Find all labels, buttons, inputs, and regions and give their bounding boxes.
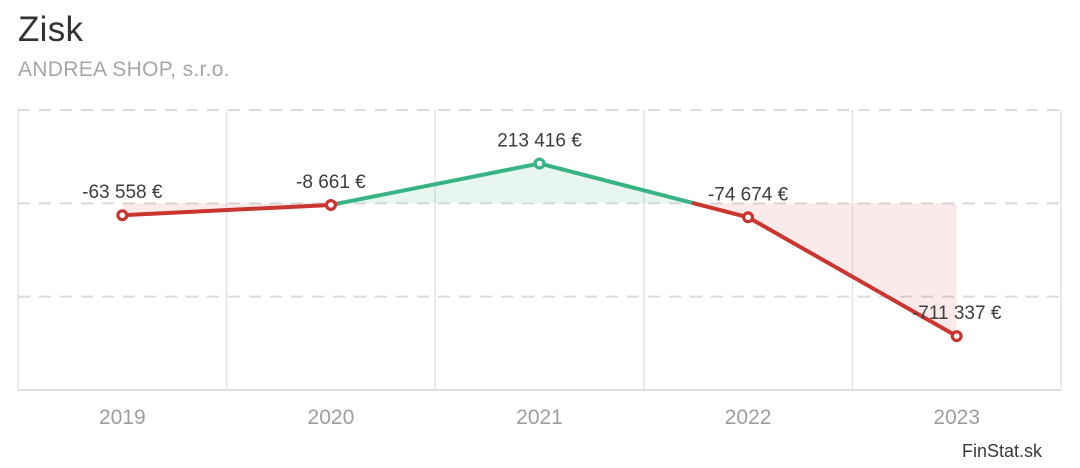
data-label-2023: -711 337 € <box>912 303 1002 324</box>
data-label-2022: -74 674 € <box>708 184 789 205</box>
negative-area-fill <box>694 203 957 337</box>
data-label-2021: 213 416 € <box>497 130 582 151</box>
data-point-marker-2022[interactable] <box>742 211 755 224</box>
positive-area-fill <box>339 163 695 204</box>
x-axis-label-2020: 2020 <box>308 406 355 429</box>
data-point-marker-2023[interactable] <box>950 330 963 343</box>
finstat-watermark-link[interactable]: FinStat.sk <box>961 441 1042 461</box>
x-axis-label-2019: 2019 <box>99 406 146 429</box>
x-axis-label-2022: 2022 <box>725 406 772 429</box>
company-name: ANDREA SHOP, s.r.o. <box>18 58 230 81</box>
data-label-2020: -8 661 € <box>296 172 366 193</box>
chart-title: Zisk <box>18 10 84 49</box>
data-point-marker-2019[interactable] <box>116 209 129 222</box>
data-point-marker-2021[interactable] <box>533 157 546 170</box>
x-axis-label-2023: 2023 <box>933 406 980 429</box>
data-label-2019: -63 558 € <box>82 182 163 203</box>
data-point-marker-2020[interactable] <box>324 198 337 211</box>
x-axis-label-2021: 2021 <box>516 406 563 429</box>
